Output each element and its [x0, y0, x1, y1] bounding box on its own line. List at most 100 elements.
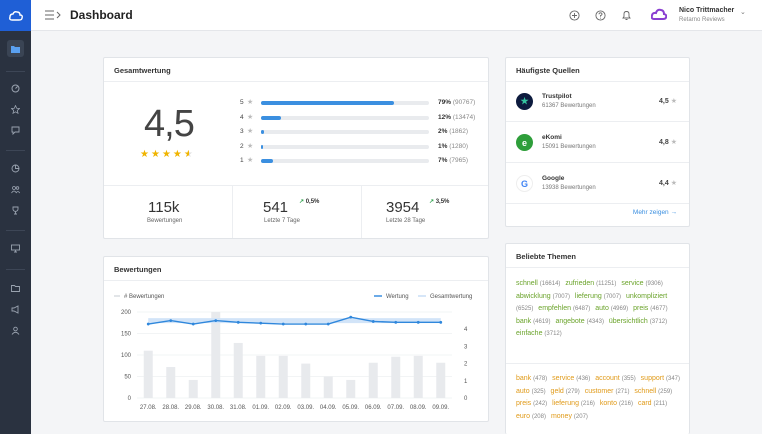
- add-button[interactable]: [568, 9, 580, 21]
- topic-tag[interactable]: money: [550, 412, 572, 420]
- rating-point[interactable]: [281, 322, 285, 326]
- user-icon: [11, 326, 20, 335]
- dashboard-icon: [11, 84, 20, 93]
- distribution-row[interactable]: 2 ★ 1% (1280): [240, 142, 490, 152]
- bar[interactable]: [143, 350, 153, 398]
- rating-point[interactable]: [439, 320, 443, 324]
- rating-point[interactable]: [304, 322, 308, 326]
- sidebar-item-files[interactable]: [7, 280, 24, 297]
- distribution-row[interactable]: 5 ★ 79% (90767): [240, 98, 490, 108]
- topic-tag[interactable]: schnell: [634, 387, 657, 395]
- rating-point[interactable]: [236, 320, 240, 324]
- chevron-down-icon[interactable]: ⌄: [740, 9, 746, 16]
- topic-tag[interactable]: support: [640, 375, 665, 382]
- rating-point[interactable]: [371, 320, 375, 323]
- rating-line: [148, 316, 441, 325]
- distribution-row[interactable]: 1 ★ 7% (7965): [240, 156, 490, 166]
- topic-tag[interactable]: service: [621, 280, 644, 287]
- bar[interactable]: [301, 363, 311, 398]
- rating-point[interactable]: [169, 319, 173, 322]
- rating-point[interactable]: [326, 322, 330, 326]
- monitor-icon: [11, 244, 20, 253]
- help-button[interactable]: [594, 9, 606, 21]
- topic-tag[interactable]: empfehlen: [538, 305, 571, 313]
- arrow-right-icon: →: [670, 209, 678, 216]
- bar[interactable]: [188, 379, 198, 398]
- x-tick-label: 06.09.: [365, 405, 382, 411]
- menu-toggle-button[interactable]: [45, 9, 61, 21]
- source-row[interactable]: G Google 13938 Bewertungen 4,4 ★: [506, 164, 689, 204]
- rating-point[interactable]: [259, 321, 263, 325]
- topic-tag[interactable]: auto: [595, 305, 609, 313]
- sidebar-item-dashboard[interactable]: [7, 80, 24, 97]
- bar[interactable]: [233, 342, 243, 398]
- sidebar-item-account[interactable]: [7, 322, 24, 339]
- bar[interactable]: [278, 355, 288, 398]
- topic-tag[interactable]: auto: [516, 387, 530, 395]
- topic-tag[interactable]: geld: [550, 387, 564, 395]
- bar[interactable]: [323, 376, 333, 399]
- rating-point[interactable]: [416, 320, 420, 324]
- sidebar-item-comments[interactable]: [7, 122, 24, 139]
- bar[interactable]: [346, 379, 356, 398]
- sidebar-item-reviews[interactable]: [7, 101, 24, 118]
- source-row[interactable]: e eKomi 15091 Bewertungen 4,8 ★: [506, 123, 689, 163]
- delta-value: 0,5%: [305, 199, 320, 205]
- topic-tag[interactable]: angebote: [555, 317, 585, 325]
- topic-tag[interactable]: service: [552, 375, 575, 382]
- topic-tag[interactable]: account: [595, 375, 620, 382]
- rating-point[interactable]: [214, 319, 218, 322]
- sidebar-item-analytics[interactable]: [7, 160, 24, 177]
- app-logo[interactable]: [0, 0, 31, 31]
- sidebar-item-awards[interactable]: [7, 202, 24, 219]
- bar[interactable]: [391, 356, 401, 398]
- y-right-tick-label: 2: [464, 362, 468, 368]
- topic-tag[interactable]: konto: [599, 400, 618, 408]
- sidebar-item-folder[interactable]: [7, 40, 24, 57]
- card-title: Bewertungen: [114, 265, 162, 274]
- bar[interactable]: [436, 362, 446, 398]
- topic-tag[interactable]: einfache: [516, 330, 543, 338]
- topic-tag[interactable]: zufrieden: [565, 280, 595, 287]
- distribution-row[interactable]: 3 ★ 2% (1862): [240, 127, 490, 137]
- topic-tag[interactable]: abwicklung: [516, 292, 551, 300]
- topic-tag[interactable]: preis: [633, 305, 649, 313]
- user-name[interactable]: Nico Trittmacher: [679, 7, 735, 14]
- distribution-row[interactable]: 4 ★ 12% (13474): [240, 113, 490, 123]
- show-more-link[interactable]: Mehr zeigen →: [633, 209, 677, 216]
- star-icon: ★: [670, 139, 677, 146]
- source-rating: 4,4 ★: [658, 180, 677, 187]
- source-row[interactable]: ★ Trustpilot 61367 Bewertungen 4,5 ★: [506, 82, 689, 122]
- page-title: Dashboard: [70, 8, 133, 22]
- trustpilot-icon: ★: [516, 93, 533, 110]
- sidebar-item-campaigns[interactable]: [7, 301, 24, 318]
- bar[interactable]: [413, 355, 423, 398]
- delta-value: 3,5%: [435, 199, 450, 205]
- rating-point[interactable]: [191, 322, 195, 326]
- sidebar-item-users[interactable]: [7, 181, 24, 198]
- topic-tag[interactable]: lieferung: [574, 292, 602, 300]
- sidebar: [0, 0, 31, 434]
- topic-tag[interactable]: preis: [516, 400, 532, 408]
- topic-tag[interactable]: bank: [516, 375, 532, 382]
- topic-tag[interactable]: bank: [516, 317, 532, 325]
- company-logo-icon[interactable]: [651, 7, 667, 23]
- bar[interactable]: [211, 312, 221, 398]
- bar[interactable]: [256, 355, 266, 398]
- sidebar-divider: [6, 230, 25, 231]
- topic-tag[interactable]: customer: [584, 387, 614, 395]
- rating-point[interactable]: [394, 320, 398, 324]
- topic-tag[interactable]: schnell: [516, 280, 538, 287]
- topic-tag[interactable]: card: [637, 400, 652, 408]
- topic-tag[interactable]: übersichtlich: [608, 317, 648, 325]
- topic-tag[interactable]: unkompliziert: [626, 292, 668, 300]
- topic-tag[interactable]: euro: [516, 412, 531, 420]
- topic-tag[interactable]: lieferung: [552, 400, 579, 408]
- bar[interactable]: [166, 367, 176, 398]
- sidebar-item-monitor[interactable]: [7, 240, 24, 257]
- rating-point[interactable]: [146, 322, 150, 326]
- folder-icon: [11, 45, 20, 53]
- rating-point[interactable]: [349, 315, 353, 319]
- notifications-button[interactable]: [620, 9, 632, 21]
- bar[interactable]: [368, 362, 378, 398]
